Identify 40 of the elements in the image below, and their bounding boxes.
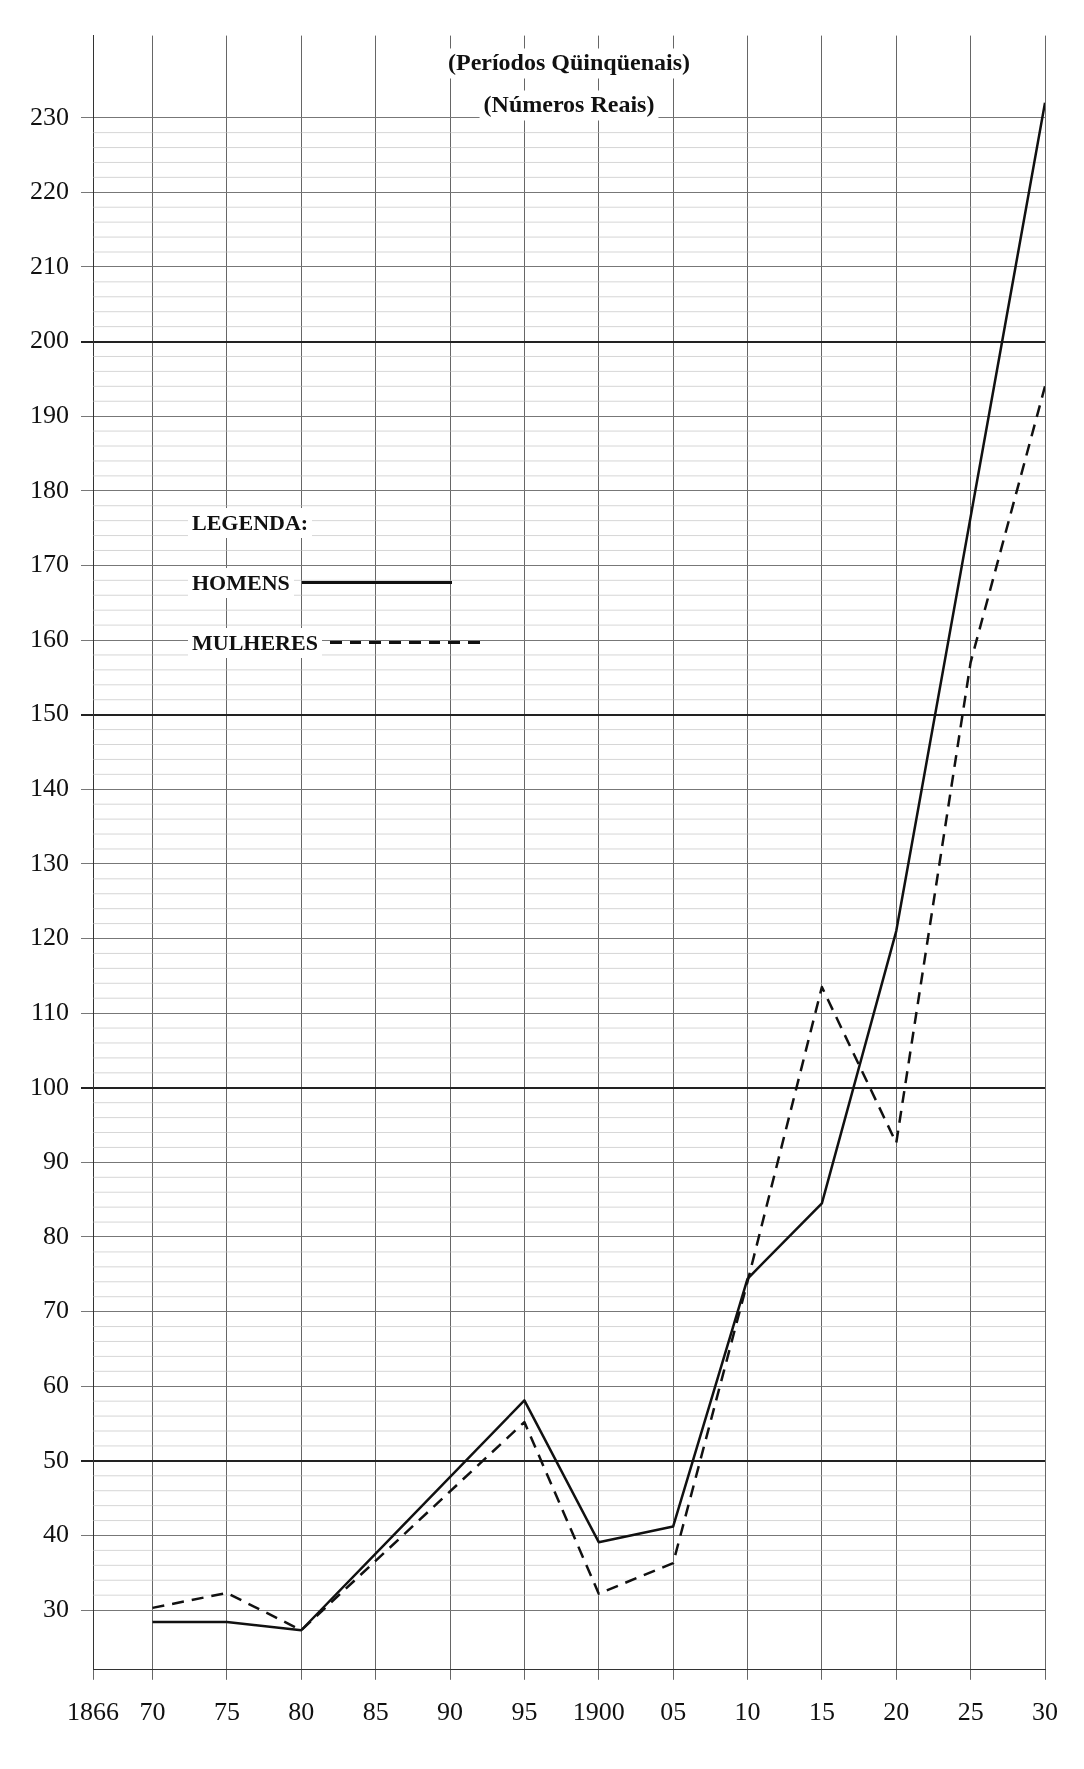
y-tick-label: 150 <box>30 698 69 728</box>
x-tick-label: 95 <box>511 1697 538 1727</box>
y-tick-label: 140 <box>30 773 69 803</box>
y-tick-label: 130 <box>30 847 69 877</box>
y-tick-label: 230 <box>30 101 69 131</box>
x-tick-label: 75 <box>213 1697 240 1727</box>
y-tick-label: 70 <box>43 1295 69 1325</box>
x-tick-label: 90 <box>437 1697 463 1727</box>
y-tick-label: 90 <box>43 1146 69 1176</box>
y-tick-label: 40 <box>43 1519 69 1549</box>
legend-title: LEGENDA: <box>188 507 313 538</box>
text: (Períodos Qüinqüenais) <box>447 48 691 75</box>
x-tick-label: 05 <box>660 1697 687 1727</box>
y-tick-label: 30 <box>43 1593 69 1623</box>
x-tick-label: 25 <box>957 1697 984 1727</box>
text: (Números Reais) <box>483 90 655 117</box>
y-tick-label: 170 <box>30 549 69 579</box>
x-tick-label: 1866 <box>67 1697 119 1727</box>
y-tick-label: 160 <box>30 623 69 653</box>
x-tick-label: 70 <box>139 1697 166 1727</box>
x-tick-label: 1900 <box>572 1697 625 1727</box>
y-tick-label: 210 <box>30 250 69 280</box>
legend-label: HOMENS <box>188 567 294 598</box>
x-tick-label: 10 <box>734 1697 761 1727</box>
y-tick-label: 180 <box>30 474 69 504</box>
x-tick-label: 80 <box>288 1697 315 1727</box>
y-tick-label: 80 <box>43 1220 69 1250</box>
y-tick-label: 120 <box>30 922 69 952</box>
x-tick-label: 30 <box>1032 1697 1058 1727</box>
y-tick-label: 190 <box>30 400 69 429</box>
y-tick-label: 110 <box>30 996 69 1026</box>
x-tick-label: 85 <box>362 1697 389 1727</box>
y-tick-label: 100 <box>30 1071 69 1101</box>
y-tick-label: 220 <box>30 176 69 206</box>
x-tick-label: 20 <box>883 1697 910 1727</box>
legend-label: MULHERES <box>188 627 322 658</box>
x-tick-label: 15 <box>808 1697 835 1727</box>
y-tick-label: 60 <box>43 1370 69 1400</box>
y-tick-label: 50 <box>43 1444 69 1474</box>
y-tick-label: 200 <box>30 325 69 355</box>
